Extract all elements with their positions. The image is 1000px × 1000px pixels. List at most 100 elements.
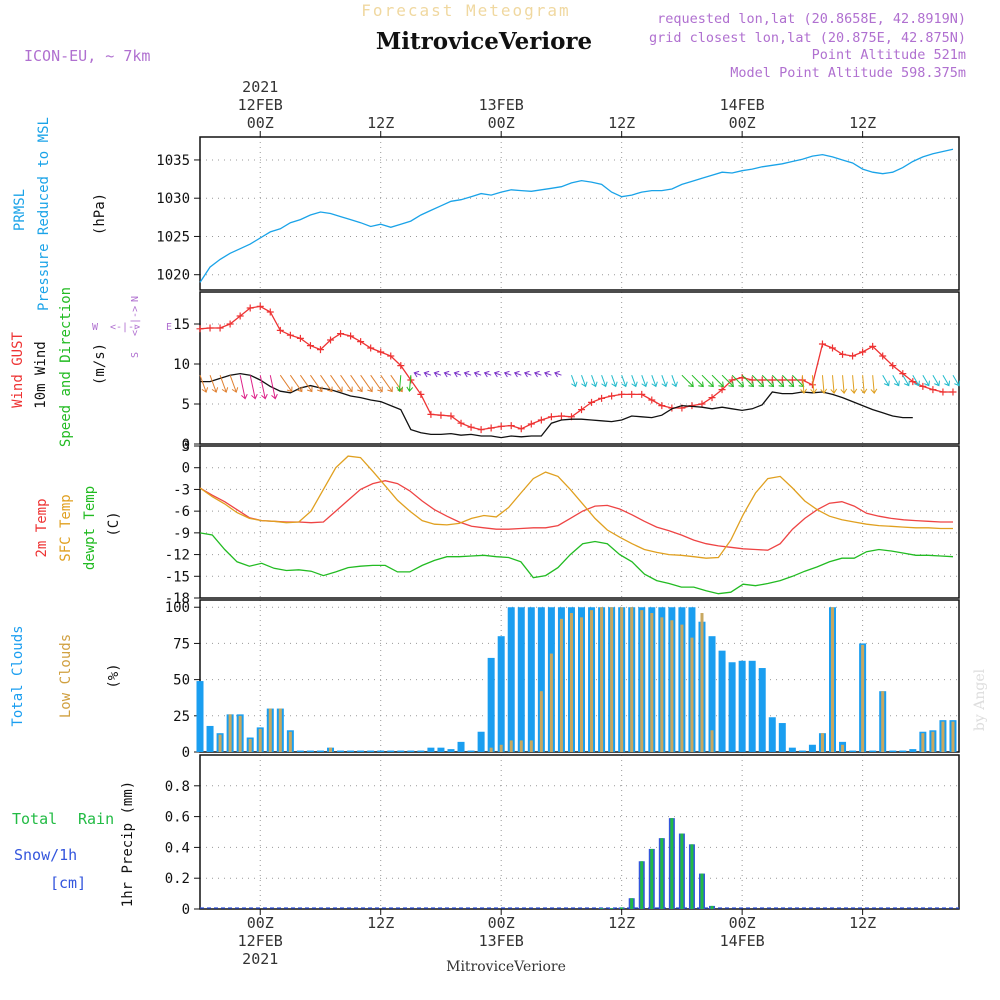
y-tick-label: 1020 — [156, 268, 190, 284]
precip-panel: 0 0.2 0.4 0.6 0.8 — [165, 754, 960, 918]
top-time-label: 12Z — [608, 114, 635, 132]
total-cloud-bar — [477, 731, 485, 752]
wind-direction-arrow — [810, 375, 818, 394]
y-tick-label: 100 — [165, 600, 190, 616]
y-tick-label: 0.8 — [165, 779, 190, 795]
wind-direction-arrow — [473, 370, 482, 378]
gust-marker — [537, 416, 545, 424]
low-cloud-bar — [831, 607, 834, 752]
top-time-label: 00Z — [488, 114, 515, 132]
footer-station: MitroviceVeriore — [446, 959, 566, 975]
low-cloud-bar — [519, 740, 523, 752]
gust-marker — [698, 400, 706, 408]
y-tick-label: -18 — [165, 591, 190, 607]
low-cloud-bar — [268, 708, 272, 752]
total-cloud-bar — [196, 681, 204, 752]
gust-marker — [286, 331, 294, 339]
wind-direction-arrow — [544, 370, 552, 378]
rain-bar — [680, 833, 684, 909]
panel-frame — [199, 291, 960, 445]
wind-unit: (m/s) — [92, 343, 108, 385]
low-cloud-bar — [841, 744, 845, 752]
wind-direction-arrow — [892, 374, 900, 387]
bottom-time-label: 12Z — [608, 914, 635, 932]
wind-direction-arrow — [483, 370, 492, 378]
pressure-panel: 1020 1025 1030 1035 — [156, 136, 960, 291]
wind-direction-arrow — [310, 374, 323, 393]
gust-marker — [417, 390, 425, 398]
compass-arrows-h: <-|-> — [110, 322, 140, 333]
total-cloud-bar — [457, 741, 465, 752]
wind-direction-arrow — [269, 375, 278, 400]
total-cloud-bar — [497, 636, 505, 752]
wind-direction-arrow — [406, 375, 414, 392]
series-line-10m-wind — [200, 372, 913, 439]
total-cloud-bar — [417, 750, 425, 752]
wind-direction-arrow — [279, 374, 293, 393]
low-cloud-bar — [941, 721, 945, 752]
gust-marker — [487, 424, 495, 432]
rain-bar — [710, 905, 714, 909]
low-cloud-bar — [630, 607, 634, 752]
bottom-time-label: 00Z — [488, 914, 515, 932]
precip-label-total: Total — [12, 810, 57, 828]
compass-s: S — [130, 352, 141, 358]
product-title: Forecast Meteogram — [361, 1, 570, 20]
low-cloud-bar — [228, 714, 232, 752]
panel-frame — [199, 445, 960, 599]
temp-label-1: 2m Temp — [34, 498, 50, 557]
wind-direction-arrow — [751, 374, 765, 388]
gust-marker — [748, 376, 756, 384]
series-line-2m-temp — [199, 480, 953, 551]
rain-bar — [640, 861, 644, 909]
gust-marker — [929, 386, 937, 394]
wind-direction-arrow — [641, 375, 648, 388]
wind-direction-arrow — [523, 370, 532, 378]
gust-marker — [357, 338, 365, 346]
wind-direction-arrow — [453, 370, 462, 378]
total-cloud-bar — [808, 744, 816, 752]
wind-direction-arrow — [570, 375, 578, 388]
low-cloud-bar — [509, 740, 513, 752]
total-cloud-bar — [427, 747, 435, 752]
y-tick-label: 10 — [173, 357, 190, 373]
wind-direction-arrow — [433, 370, 442, 378]
y-tick-label: 1030 — [156, 191, 190, 207]
rain-bar — [690, 844, 694, 909]
pressure-label-2: Pressure Reduced to MSL — [36, 117, 52, 311]
low-cloud-bar — [580, 617, 584, 752]
low-cloud-bar — [569, 613, 573, 752]
low-cloud-bar — [218, 734, 222, 752]
cloud-label-2: Low Clouds — [58, 634, 74, 718]
gust-marker — [327, 336, 335, 344]
wind-direction-arrow — [239, 375, 248, 400]
low-cloud-bar — [559, 618, 563, 752]
gust-marker — [859, 348, 867, 356]
precip-label-rain: Rain — [78, 810, 114, 828]
total-cloud-bar — [899, 750, 907, 752]
y-tick-label: 0 — [182, 902, 190, 918]
gust-marker — [557, 412, 565, 420]
gust-marker — [939, 388, 947, 396]
low-cloud-bar — [820, 733, 824, 752]
gust-marker — [447, 412, 455, 420]
wind-direction-arrow — [850, 375, 858, 394]
precip-label-cm: [cm] — [50, 874, 86, 892]
gust-marker — [818, 340, 826, 348]
gust-marker — [829, 344, 836, 352]
wind-direction-arrow — [952, 374, 961, 387]
total-cloud-bar — [306, 750, 314, 752]
total-cloud-bar — [909, 749, 917, 752]
total-cloud-bar — [206, 725, 214, 752]
low-cloud-bar — [539, 691, 543, 752]
low-cloud-bar — [278, 708, 282, 752]
total-cloud-bar — [397, 750, 405, 752]
series-line-sfc-temp — [199, 455, 953, 559]
wind-label-1: Wind GUST — [10, 332, 26, 408]
gust-marker — [377, 348, 385, 356]
total-cloud-bar — [347, 750, 355, 752]
total-cloud-bar — [718, 650, 726, 752]
gust-marker — [246, 304, 254, 312]
bottom-time-label: 12Z — [849, 914, 876, 932]
